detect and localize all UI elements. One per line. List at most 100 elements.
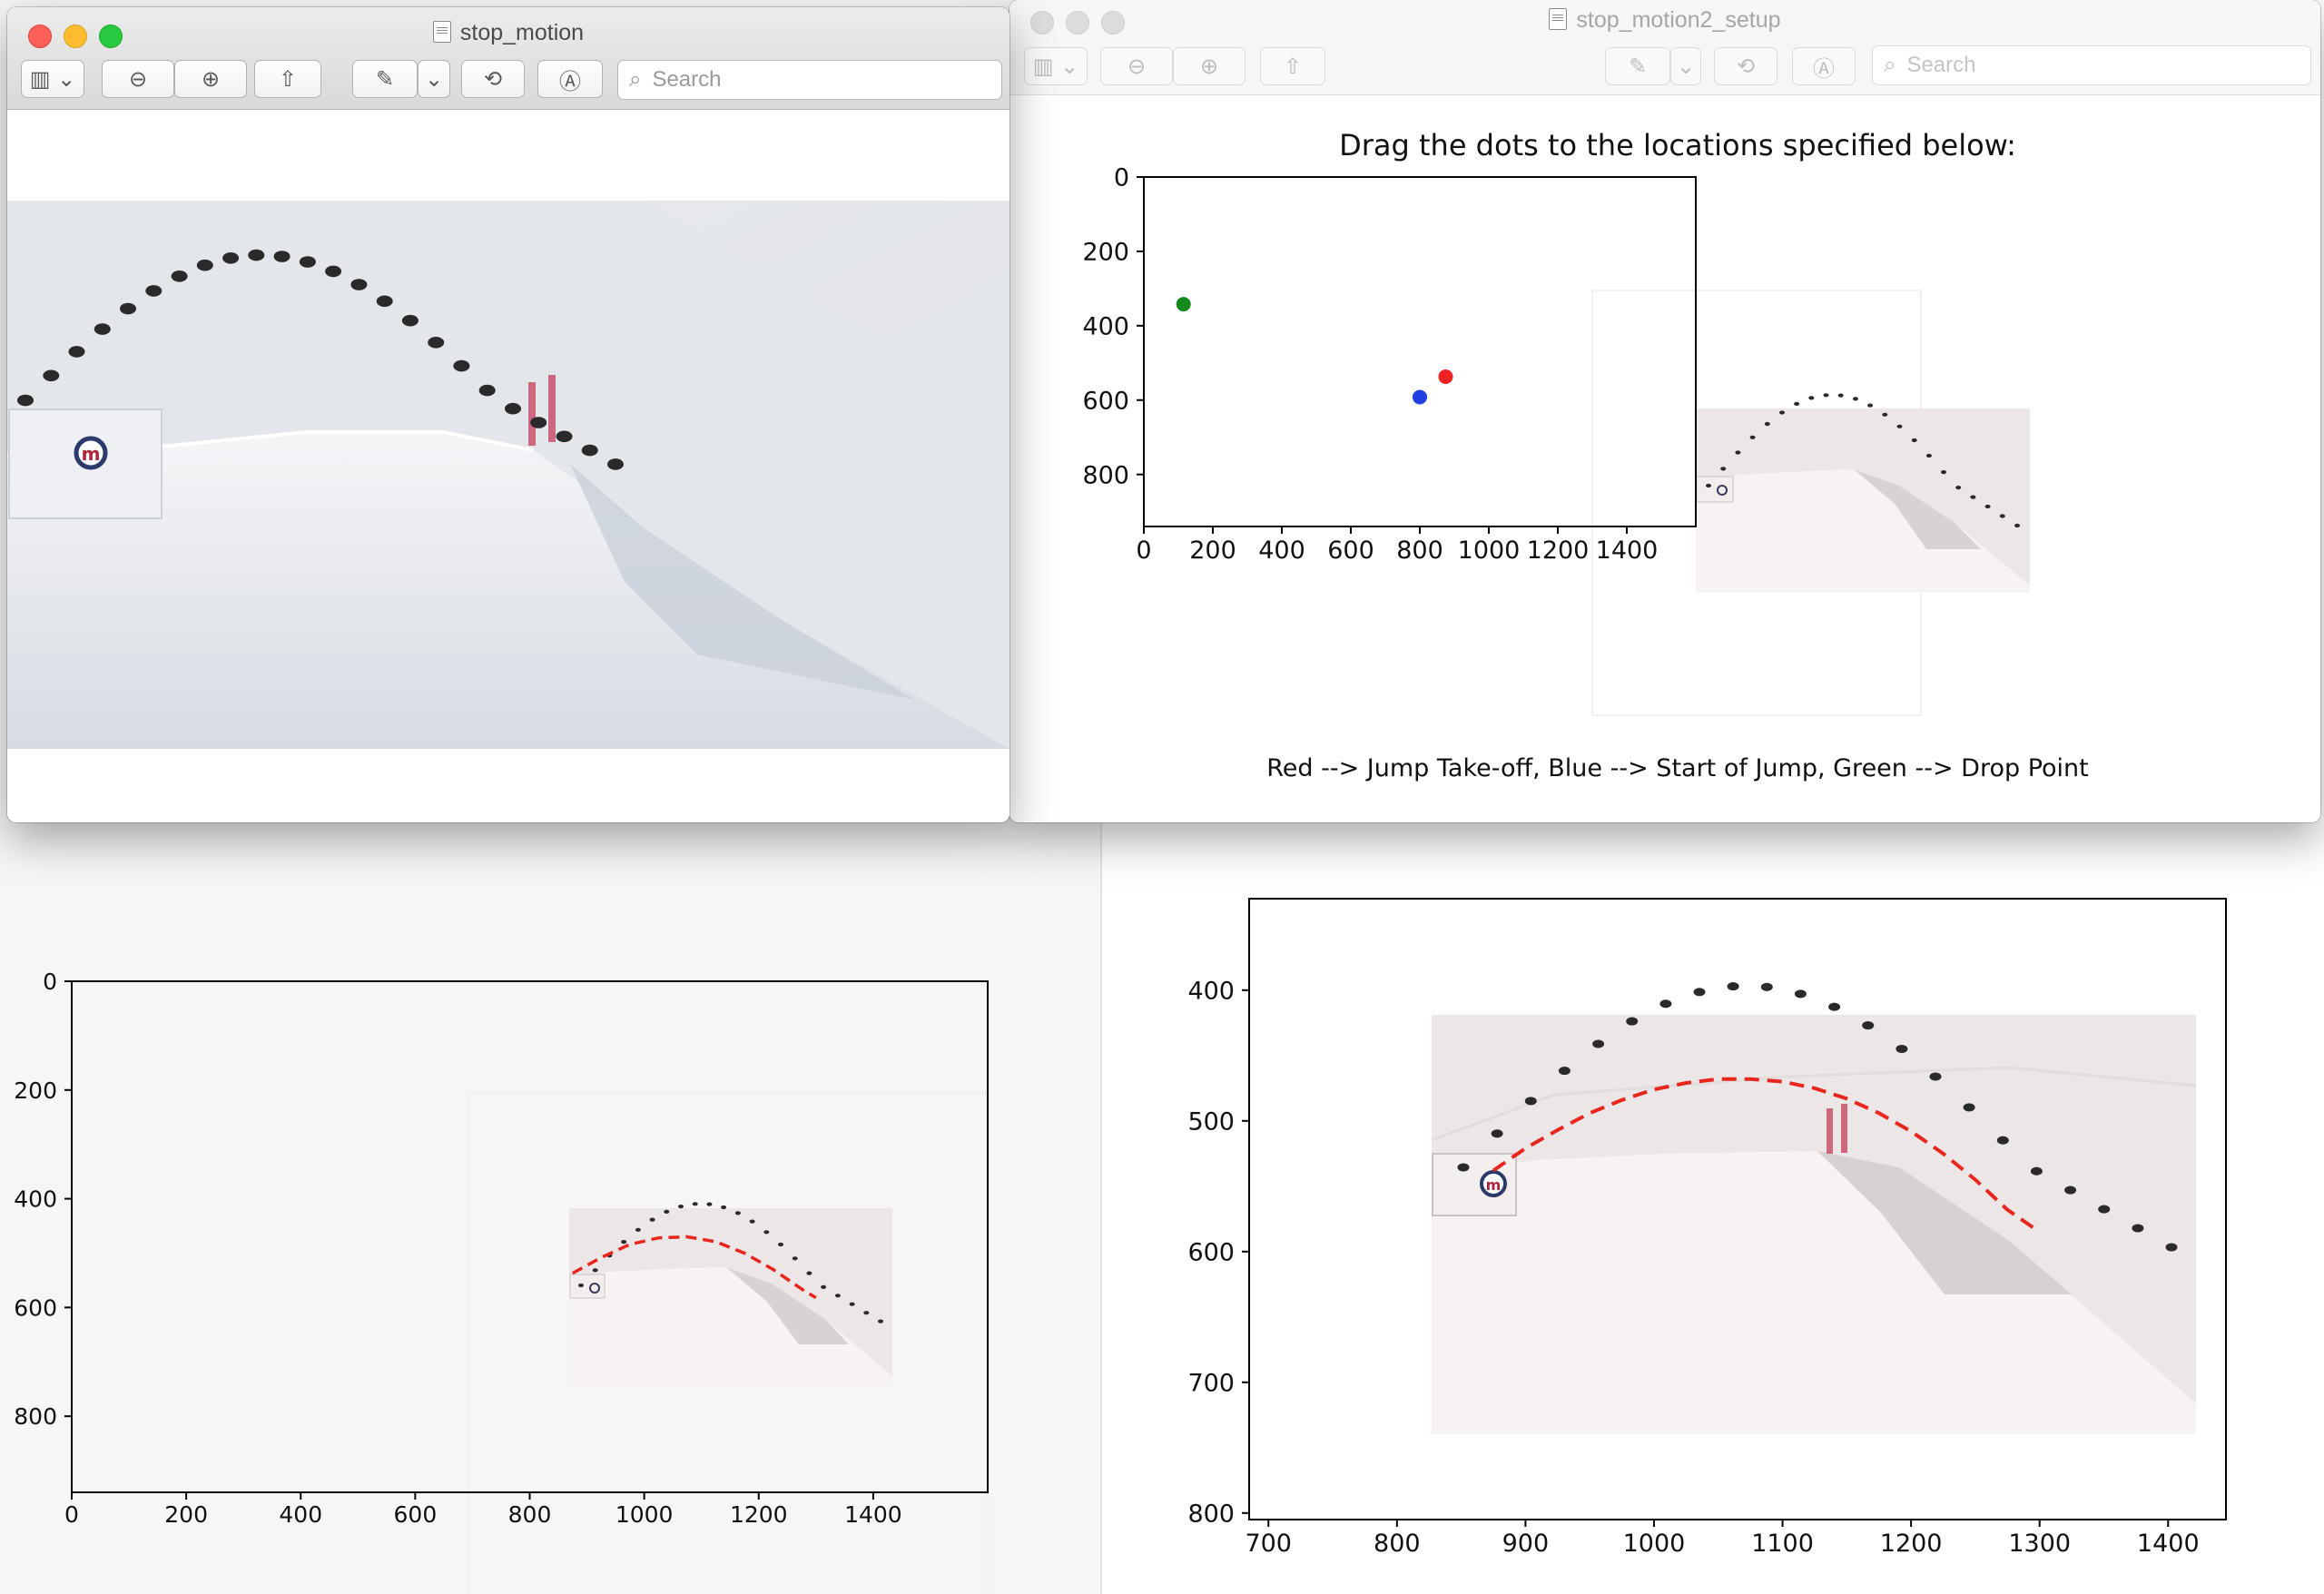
rider-figure: [171, 271, 188, 282]
x-tick-label: 0: [1136, 536, 1151, 565]
rider-figure: [428, 337, 445, 349]
document-icon: [432, 21, 451, 43]
close-icon[interactable]: [28, 25, 52, 48]
rider-figure: [1837, 393, 1844, 398]
rider-figure: [1735, 450, 1741, 455]
x-tick-label: 200: [1189, 536, 1236, 565]
sidebar-toggle-button[interactable]: ▥ ⌄: [21, 60, 84, 98]
rider-figure: [1852, 397, 1858, 401]
x-tick-label: 1100: [1751, 1530, 1814, 1558]
rider-figure: [273, 251, 290, 262]
zoom-in-button[interactable]: ⊕: [174, 60, 247, 98]
rider-figure: [2098, 1205, 2111, 1214]
rider-figure: [734, 1211, 741, 1215]
fit-chart-full: 0 200 400 600 800 1000 1200 1400 0 200 400 600 800: [14, 969, 989, 1594]
x-tick-label: 1200: [1527, 536, 1590, 565]
green-dot[interactable]: [1176, 297, 1191, 312]
rider-figure: [1558, 1067, 1571, 1076]
rotate-button[interactable]: ⟲: [461, 60, 525, 98]
rider-figure: [299, 256, 316, 268]
y-axis: 0 200 400 600 800: [14, 969, 72, 1430]
rider-figure: [376, 295, 393, 308]
rider-figure: [1457, 1163, 1470, 1172]
snowboard-stop-motion-photo: m: [7, 201, 1009, 749]
rider-figure: [1955, 486, 1962, 490]
annotate-button[interactable]: Ⓐ: [1792, 47, 1856, 85]
markup-pen-button[interactable]: ✎: [352, 60, 418, 98]
x-tick-label: 800: [1374, 1530, 1421, 1558]
snowboard-photo: m: [1431, 1015, 2197, 1434]
x-tick-label: 1400: [1596, 536, 1659, 565]
window-title: stop_motion: [7, 20, 1009, 46]
draggable-dots[interactable]: [1176, 297, 1453, 405]
rider-figure: [607, 458, 624, 470]
rider-silhouettes: [1457, 982, 2178, 1252]
rider-figure: [1862, 1021, 1875, 1030]
rider-figure: [1963, 1103, 1975, 1112]
x-tick-label: 400: [1258, 536, 1305, 565]
titlebar[interactable]: stop_motion ▥ ⌄ ⊖ ⊕ ⇧ ✎ ⌄ ⟲ Ⓐ ⌕ Search: [7, 7, 1009, 110]
y-tick-label: 0: [43, 969, 57, 995]
rider-figure: [1706, 483, 1711, 488]
zoom-out-button[interactable]: ⊖: [1100, 47, 1173, 85]
red-dot[interactable]: [1438, 369, 1453, 384]
close-icon[interactable]: [1030, 11, 1054, 34]
share-button[interactable]: ⇧: [1260, 47, 1325, 85]
snowboard-photo: [569, 1208, 892, 1385]
rider-figure: [1867, 403, 1874, 408]
rider-figure: [2030, 1166, 2043, 1176]
y-tick-label: 800: [1187, 1501, 1235, 1529]
zoom-out-button[interactable]: ⊖: [102, 60, 174, 98]
rider-figure: [834, 1294, 841, 1298]
rider-figure: [1720, 467, 1727, 471]
rider-figure: [778, 1242, 783, 1247]
rider-figure: [2064, 1186, 2077, 1195]
x-tick-label: 600: [394, 1501, 438, 1528]
annotate-button[interactable]: Ⓐ: [537, 60, 603, 98]
search-field[interactable]: ⌕ Search: [1872, 45, 2311, 85]
y-tick-label: 400: [14, 1186, 57, 1213]
zoom-icon[interactable]: [1101, 11, 1125, 34]
search-field[interactable]: ⌕ Search: [617, 60, 1002, 100]
search-placeholder: Search: [652, 67, 722, 92]
rider-figure: [1896, 1044, 1908, 1054]
rider-figure: [222, 252, 240, 264]
rider-figure: [1896, 424, 1903, 428]
x-tick-label: 1400: [2137, 1530, 2200, 1558]
rider-figure: [1794, 401, 1800, 406]
zoom-in-button[interactable]: ⊕: [1173, 47, 1246, 85]
rotate-button[interactable]: ⟲: [1714, 47, 1777, 85]
axes-frame: [1143, 176, 1697, 527]
rider-figure: [721, 1205, 727, 1210]
minimize-icon[interactable]: [1066, 11, 1089, 34]
chart-title: Drag the dots to the locations specified…: [1339, 128, 2016, 162]
rider-figure: [1794, 989, 1807, 999]
rider-figure: [453, 359, 470, 372]
rider-figure: [1996, 1136, 2009, 1145]
zoom-icon[interactable]: [99, 25, 123, 48]
markup-dropdown-button[interactable]: ⌄: [1670, 47, 1701, 85]
rider-figure: [792, 1256, 798, 1261]
rider-figure: [530, 417, 547, 428]
x-tick-label: 1000: [1458, 536, 1521, 565]
y-tick-label: 600: [14, 1294, 57, 1321]
search-placeholder: Search: [1906, 53, 1976, 77]
rider-figure: [1749, 435, 1756, 439]
rider-figure: [325, 265, 342, 278]
markup-dropdown-button[interactable]: ⌄: [418, 60, 450, 98]
document-icon: [1549, 8, 1568, 30]
markup-pen-button[interactable]: ✎: [1605, 47, 1670, 85]
y-tick-label: 700: [1187, 1370, 1235, 1398]
rider-figure: [1491, 1129, 1503, 1138]
blue-dot[interactable]: [1413, 389, 1427, 405]
rider-silhouettes: [1706, 393, 2020, 528]
x-tick-label: 1300: [2008, 1530, 2071, 1558]
setup-chart: Drag the dots to the locations specified…: [1082, 128, 2088, 782]
titlebar[interactable]: stop_motion2_setup ▥ ⌄ ⊖ ⊕ ⇧ ✎ ⌄ ⟲ Ⓐ ⌕ S…: [1009, 0, 2320, 95]
image-view: m: [7, 110, 1009, 822]
rider-figure: [2014, 523, 2020, 528]
minimize-icon[interactable]: [64, 25, 87, 48]
sidebar-toggle-button[interactable]: ▥ ⌄: [1024, 47, 1088, 85]
share-button[interactable]: ⇧: [254, 60, 321, 98]
x-tick-label: 800: [1396, 536, 1443, 565]
